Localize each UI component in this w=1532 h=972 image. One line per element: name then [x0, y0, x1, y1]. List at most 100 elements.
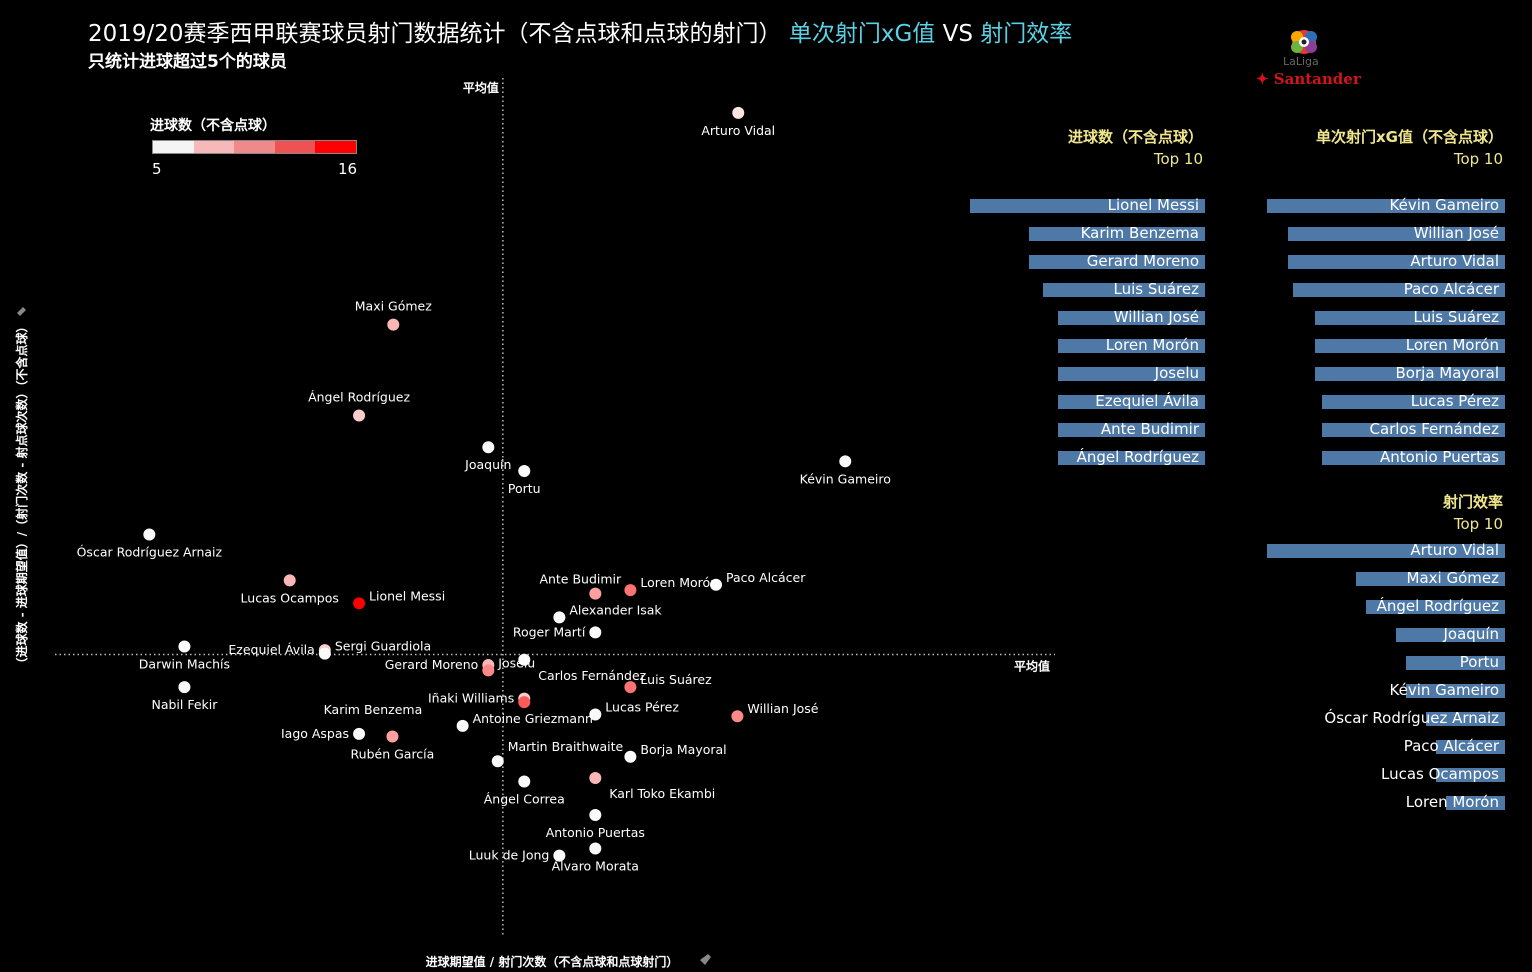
bar-row: Portu	[1267, 653, 1505, 671]
bar-label: Karim Benzema	[1080, 224, 1199, 242]
bar-row: Loren Morón	[1267, 336, 1505, 354]
bar-row: Gerard Moreno	[970, 252, 1205, 270]
data-point	[518, 653, 531, 666]
bar-label: Paco Alcácer	[1403, 280, 1499, 298]
legend-swatch	[234, 141, 275, 153]
bar-label: Gerard Moreno	[1086, 252, 1199, 270]
bar-row: Ángel Rodríguez	[1267, 597, 1505, 615]
legend-swatch	[274, 141, 316, 153]
bar	[1058, 339, 1205, 353]
bar-row: Joselu	[970, 364, 1205, 382]
point-label: Luuk de Jong	[469, 848, 550, 863]
legend-swatch	[153, 141, 194, 153]
bar-chart-title: 单次射门xG值（不含点球）	[1316, 128, 1503, 146]
bar	[1058, 451, 1205, 465]
chart-subtitle: 只统计进球超过5个的球员	[88, 52, 287, 72]
data-point	[482, 441, 495, 454]
bar	[1267, 544, 1505, 558]
bar	[1366, 600, 1505, 614]
bar-label: Willian José	[1413, 224, 1499, 242]
point-label: Sergi Guardiola	[335, 639, 431, 654]
title-main: 2019/20赛季西甲联赛球员射门数据统计（不含点球和点球的射门）	[88, 21, 782, 47]
data-point	[491, 755, 504, 768]
bar	[1321, 451, 1505, 465]
data-point	[710, 578, 723, 591]
data-point	[553, 611, 566, 624]
bar	[1288, 255, 1505, 269]
data-point	[353, 409, 366, 422]
bar-label: Luis Suárez	[1113, 280, 1199, 298]
logo-wordmark: LaLiga	[1283, 55, 1319, 68]
bar	[1058, 367, 1205, 381]
x-axis-label: 进球期望值 / 射门次数（不含点球和点球射门）	[426, 954, 679, 969]
point-label: Kévin Gameiro	[800, 471, 891, 486]
bar-label: Loren Morón	[1405, 793, 1499, 811]
point-label: Willian José	[747, 701, 818, 716]
point-label: Lucas Ocampos	[241, 590, 339, 605]
bar	[1435, 740, 1505, 754]
bar-row: Arturo Vidal	[1267, 252, 1505, 270]
data-point	[732, 106, 745, 119]
bar	[1435, 768, 1505, 782]
data-point	[178, 681, 191, 694]
bar-label: Kévin Gameiro	[1389, 196, 1499, 214]
point-label: Arturo Vidal	[701, 123, 775, 138]
data-point	[553, 849, 566, 862]
bar	[1405, 684, 1505, 698]
bar-label: Arturo Vidal	[1410, 252, 1499, 270]
bar-row: Antonio Puertas	[1267, 448, 1505, 466]
pin-icon	[700, 954, 711, 965]
data-point	[482, 664, 495, 677]
laliga-logo-icon	[1291, 30, 1317, 54]
bar	[1293, 283, 1505, 297]
bar-row: Borja Mayoral	[1267, 364, 1505, 382]
bar	[1267, 199, 1505, 213]
point-label: Karl Toko Ekambi	[609, 786, 715, 801]
bar-row: Ezequiel Ávila	[970, 392, 1205, 410]
title-efficiency: 射门效率	[980, 21, 1073, 47]
bar	[1058, 395, 1205, 409]
bar-label: Lucas Pérez	[1410, 392, 1499, 410]
bar-label: Carlos Fernández	[1369, 420, 1499, 438]
legend-swatch	[315, 141, 356, 153]
bar-row: Lucas Ocampos	[1267, 765, 1505, 783]
point-label: Rubén García	[351, 747, 435, 762]
data-point	[143, 528, 156, 541]
bar-chart-title: 射门效率	[1442, 493, 1503, 511]
y-axis-label: （进球数 - 进球期望值）/（射门次数 - 射点球次数）（不含点球）	[14, 320, 29, 669]
bar-row: Loren Morón	[970, 336, 1205, 354]
data-point	[283, 574, 296, 587]
bar-chart-title: 进球数（不含点球）	[1067, 128, 1203, 146]
bar-row: Lionel Messi	[970, 196, 1205, 214]
data-point	[518, 775, 531, 788]
point-label: Ante Budimir	[539, 572, 622, 587]
sponsor-name: Santander	[1273, 70, 1361, 88]
bar	[970, 199, 1205, 213]
point-label: Paco Alcácer	[726, 570, 806, 585]
data-point	[456, 719, 469, 732]
data-point	[624, 681, 637, 694]
bar-label: Lionel Messi	[1107, 196, 1199, 214]
point-label: Antonio Puertas	[546, 825, 645, 840]
data-point	[839, 455, 852, 468]
pin-icon	[17, 307, 26, 316]
point-label: Nabil Fekir	[151, 697, 218, 712]
bar-label: Joselu	[1154, 364, 1199, 382]
point-label: Roger Martí	[513, 624, 586, 639]
bar-label: Borja Mayoral	[1395, 364, 1499, 382]
data-point	[589, 771, 602, 784]
bar-row: Carlos Fernández	[1267, 420, 1505, 438]
bar-label: Loren Morón	[1405, 336, 1499, 354]
bar-label: Willian José	[1113, 308, 1199, 326]
bar-chart-subtitle: Top 10	[1153, 150, 1203, 168]
bar-row: Willian José	[970, 308, 1205, 326]
bar-label: Loren Morón	[1105, 336, 1199, 354]
bar-label: Óscar Rodríguez Arnaiz	[1324, 709, 1499, 727]
bar-chart-subtitle: Top 10	[1453, 150, 1503, 168]
point-label: Ezequiel Ávila	[228, 642, 314, 657]
point-label: Maxi Gómez	[355, 299, 432, 314]
bar-label: Antonio Puertas	[1379, 448, 1499, 466]
point-label: Borja Mayoral	[640, 742, 726, 757]
bar	[1445, 796, 1505, 810]
data-point	[731, 710, 744, 723]
